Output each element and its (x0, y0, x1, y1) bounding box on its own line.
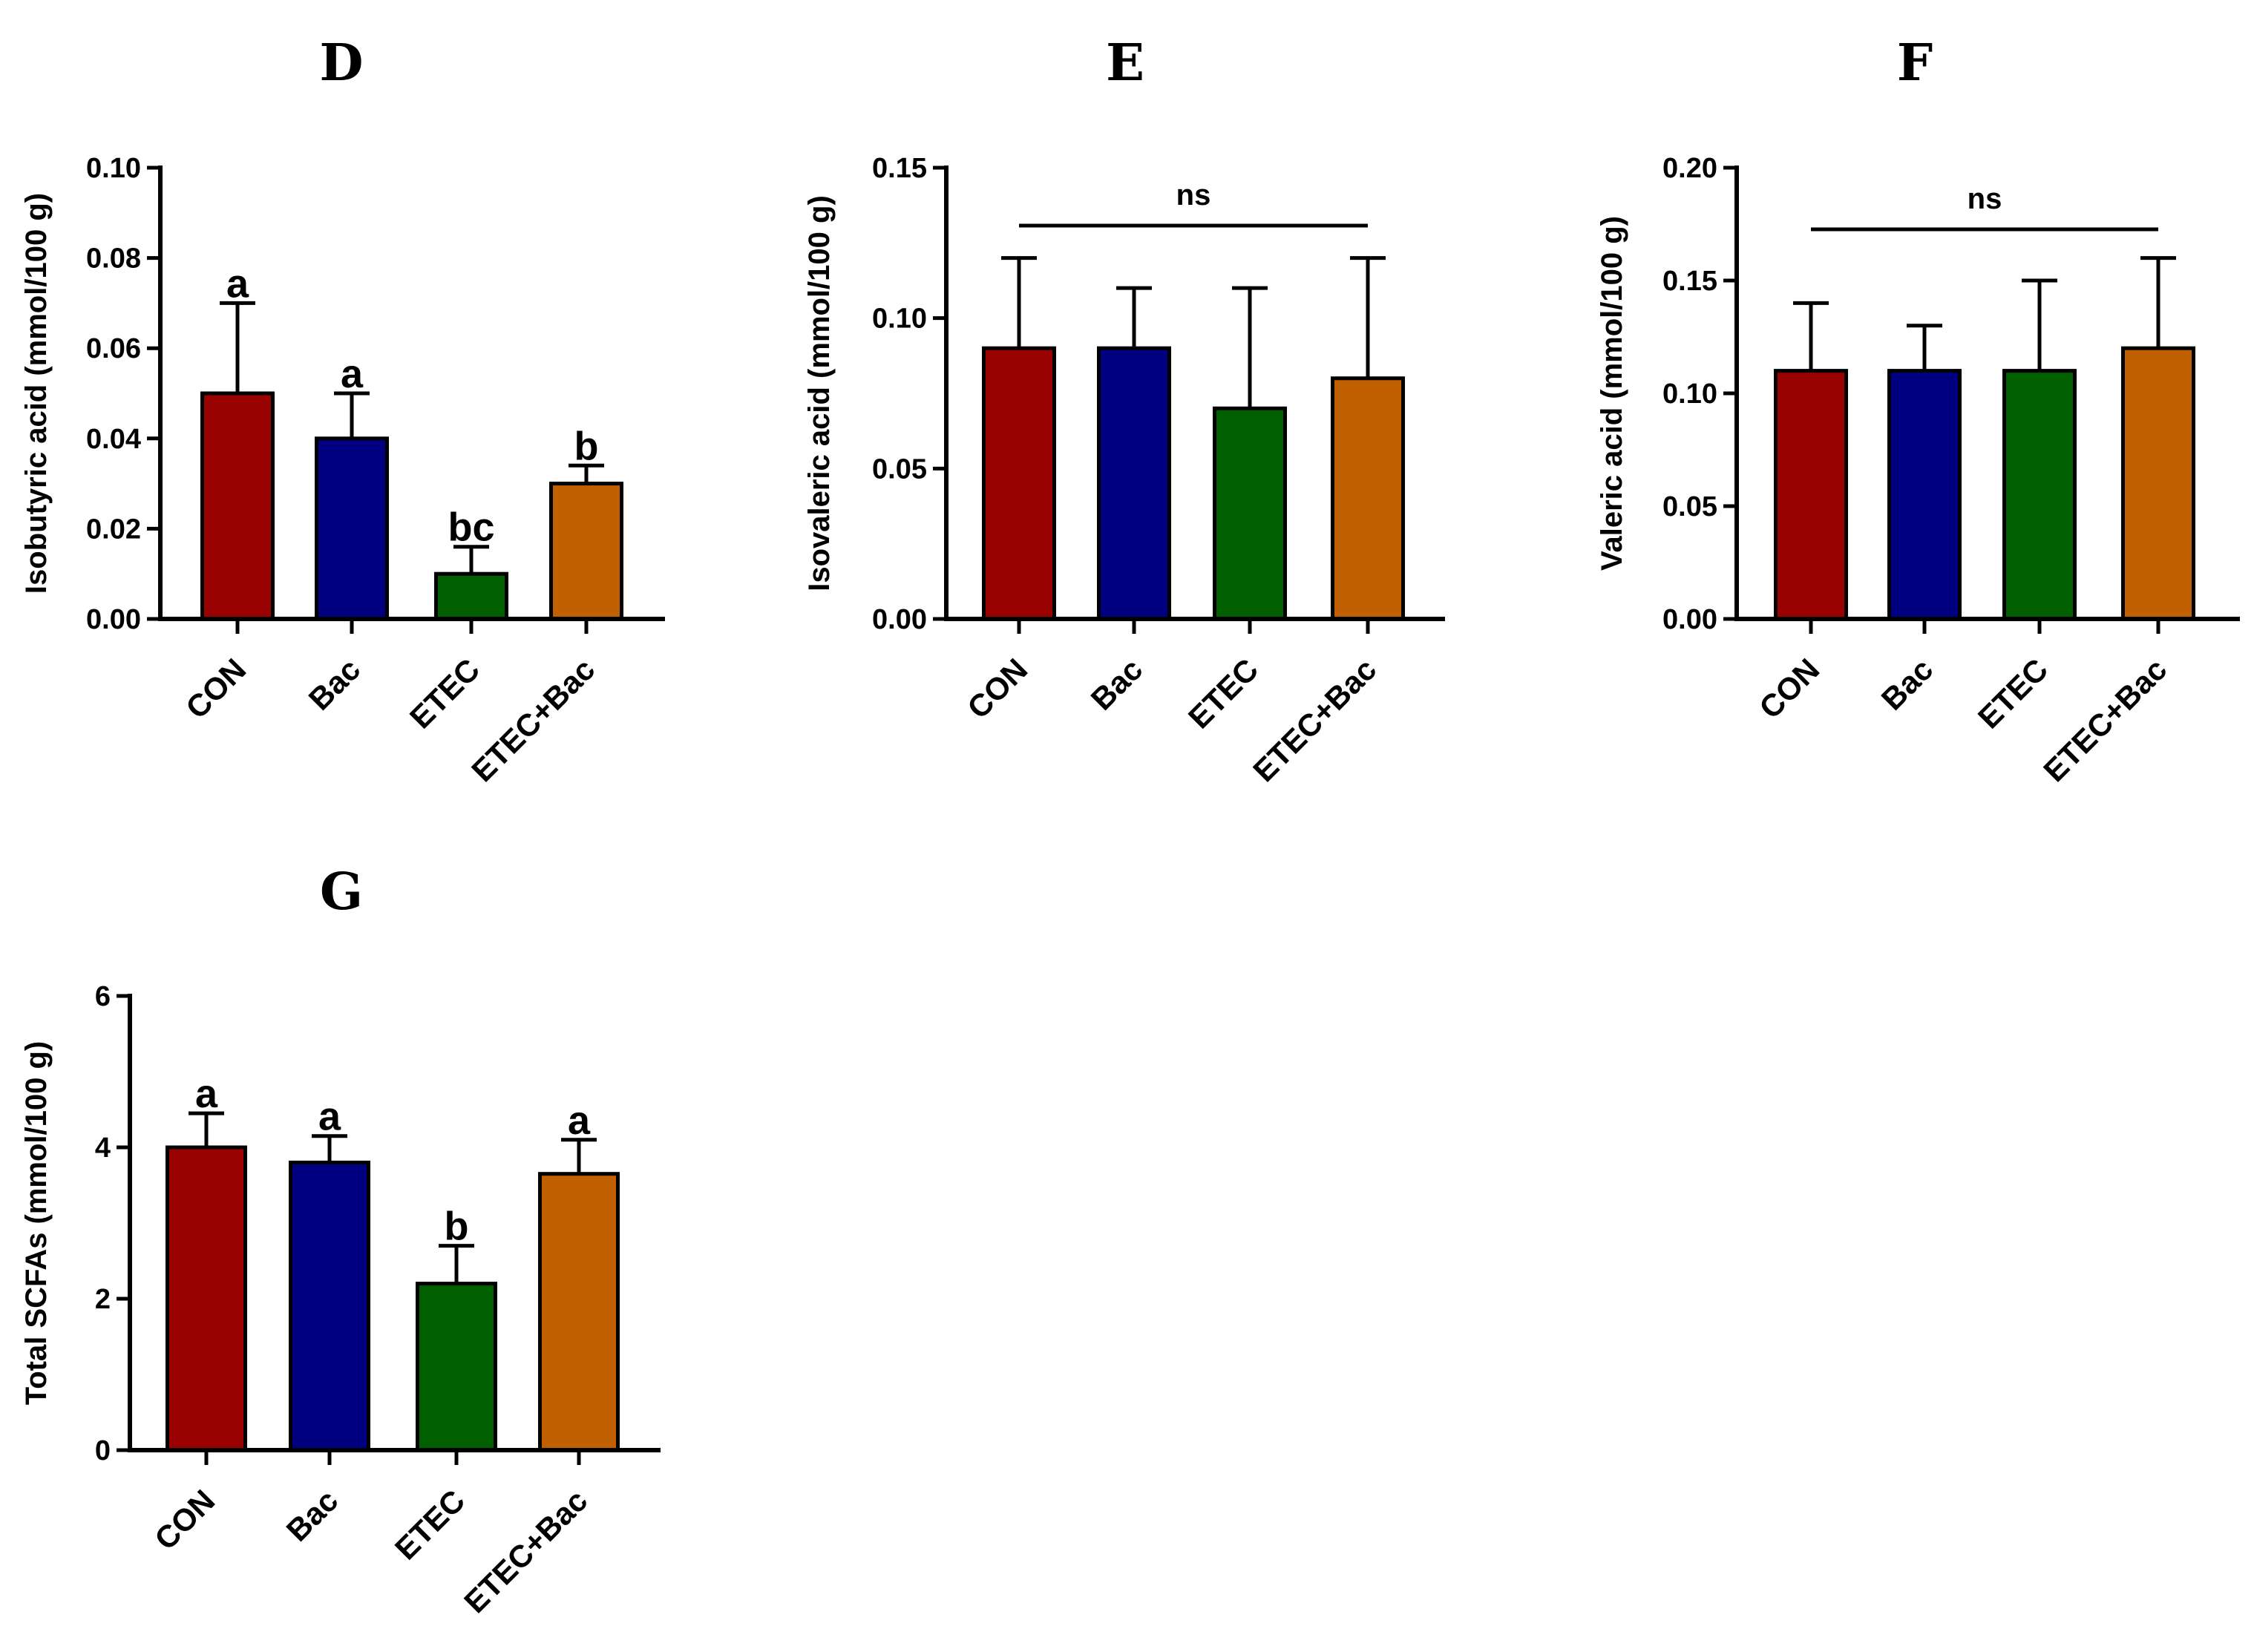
bar-f-bac (1887, 369, 1962, 621)
significance-label-g-con: a (195, 1072, 218, 1116)
y-tick-label-f: 0.05 (1662, 491, 1717, 522)
bar-e-con (982, 346, 1056, 621)
significance-label-g-bac: a (318, 1095, 341, 1139)
y-axis-title-g: Total SCFAs (mmol/100 g) (20, 1041, 53, 1405)
x-tick-label-e-etec-plus-bac: ETEC+Bac (1246, 652, 1383, 788)
bar-g-etec-plus-bac (538, 1172, 620, 1452)
y-tick-label-e: 0.05 (872, 453, 927, 485)
panel-letter-d: D (320, 33, 364, 93)
y-tick-label-g: 6 (95, 981, 111, 1012)
bar-d-etec-plus-bac (549, 482, 623, 621)
x-tick-label-f-etec: ETEC (1971, 652, 2054, 735)
x-tick-label-d-etec-plus-bac: ETEC+Bac (465, 652, 601, 788)
significance-label-d-con: a (226, 261, 249, 306)
bar-e-etec (1213, 406, 1287, 621)
y-tick-label-d: 0.00 (86, 604, 141, 635)
x-tick-label-d-etec: ETEC (403, 652, 486, 735)
y-tick-label-e: 0.10 (872, 304, 927, 335)
x-tick-label-e-etec: ETEC (1182, 652, 1265, 735)
x-tick-label-g-etec-plus-bac: ETEC+Bac (457, 1483, 594, 1619)
significance-label-g-etec: b (445, 1204, 469, 1249)
x-tick-label-g-etec: ETEC (388, 1483, 471, 1566)
y-tick-label-d: 0.08 (86, 243, 141, 275)
y-tick-label-g: 0 (95, 1435, 111, 1466)
bar-g-bac (289, 1160, 370, 1452)
x-tick-label-f-etec-plus-bac: ETEC+Bac (2037, 652, 2173, 788)
bar-e-etec-plus-bac (1331, 376, 1405, 621)
bar-f-etec (2002, 369, 2077, 621)
bar-e-bac (1097, 346, 1171, 621)
x-tick-label-d-bac: Bac (302, 652, 367, 717)
y-tick-label-d: 0.06 (86, 333, 141, 364)
chart-panel-f: F Valeric acid (mmol/100 g) 0.00 0.05 0.10 0.… (1596, 33, 2240, 788)
ns-label-e: ns (1176, 179, 1211, 212)
x-tick-label-f-bac: Bac (1875, 652, 1940, 717)
significance-label-g-etec-plus-bac: a (568, 1098, 591, 1143)
y-tick-label-f: 0.20 (1662, 153, 1717, 184)
significance-label-d-etec: bc (448, 505, 494, 550)
y-tick-label-f: 0.10 (1662, 378, 1717, 410)
x-tick-label-g-con: CON (148, 1483, 221, 1556)
x-tick-label-e-bac: Bac (1084, 652, 1150, 717)
bar-d-con (200, 391, 275, 621)
y-tick-label-e: 0.15 (872, 153, 927, 184)
y-tick-label-d: 0.02 (86, 514, 141, 545)
bar-f-con (1774, 369, 1848, 621)
y-tick-label-e: 0.00 (872, 604, 927, 635)
bar-g-con (166, 1145, 247, 1452)
bar-g-etec (416, 1282, 497, 1452)
chart-panel-d: D Isobutyric acid (mmol/100 g) a a bc b 0.00 0.… (20, 33, 665, 788)
significance-label-d-etec-plus-bac: b (574, 424, 599, 468)
y-axis-title-f: Valeric acid (mmol/100 g) (1596, 216, 1628, 571)
x-tick-label-d-con: CON (179, 652, 252, 725)
y-tick-label-f: 0.15 (1662, 266, 1717, 297)
panel-letter-e: E (1106, 33, 1144, 93)
x-tick-label-e-con: CON (960, 652, 1034, 725)
bar-d-bac (315, 436, 389, 621)
chart-panel-g: G Total SCFAs (mmol/100 g) a a b a 0 2 4 6 CON Bac E… (20, 862, 661, 1619)
panel-letter-g: G (320, 862, 363, 922)
y-tick-label-g: 2 (95, 1284, 111, 1315)
y-tick-label-f: 0.00 (1662, 604, 1717, 635)
y-tick-label-g: 4 (95, 1133, 111, 1164)
y-axis-title-e: Isovaleric acid (mmol/100 g) (803, 195, 836, 591)
y-axis-title-d: Isobutyric acid (mmol/100 g) (20, 193, 53, 594)
ns-label-f: ns (1968, 183, 2002, 215)
significance-label-d-bac: a (341, 352, 364, 396)
x-tick-label-f-con: CON (1752, 652, 1826, 725)
y-tick-label-d: 0.10 (86, 153, 141, 184)
bar-f-etec-plus-bac (2121, 346, 2195, 621)
y-tick-label-d: 0.04 (86, 424, 141, 455)
chart-panel-e: E Isovaleric acid (mmol/100 g) 0.00 0.05 0.1… (803, 33, 1445, 788)
panel-letter-f: F (1897, 33, 1933, 93)
x-tick-label-g-bac: Bac (280, 1483, 345, 1548)
bar-d-etec (434, 571, 508, 621)
